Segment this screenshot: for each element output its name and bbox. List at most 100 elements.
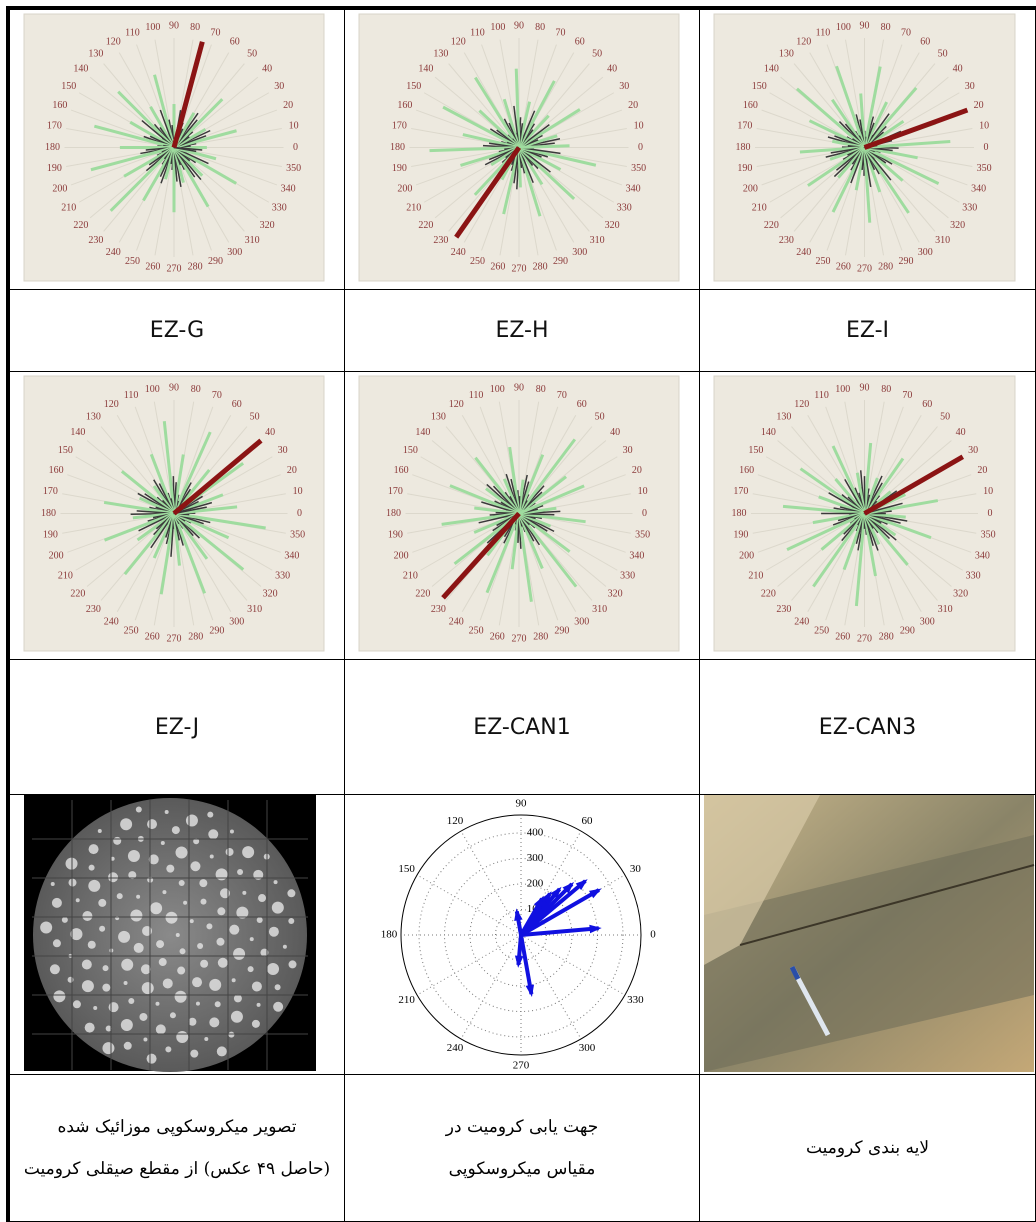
angle-label: 60 bbox=[577, 399, 587, 410]
table-cell bbox=[700, 795, 1036, 1075]
green-ray bbox=[173, 512, 266, 530]
angle-label: 170 bbox=[392, 121, 407, 132]
angle-label: 300 bbox=[229, 616, 244, 627]
angle-label: 250 bbox=[814, 626, 829, 637]
arrow-head bbox=[541, 891, 552, 904]
grain bbox=[185, 814, 198, 827]
orientation-arrow bbox=[520, 888, 600, 937]
panel-label: EZ-CAN3 bbox=[818, 714, 917, 740]
grain bbox=[230, 1010, 243, 1023]
angle-label: 140 bbox=[418, 64, 433, 75]
angle-label: 340 bbox=[975, 551, 990, 562]
grain bbox=[215, 868, 228, 881]
angle-label: 120 bbox=[104, 399, 119, 410]
angle-label: 210 bbox=[406, 203, 421, 214]
grain bbox=[133, 942, 144, 953]
angle-label: 280 bbox=[533, 631, 548, 642]
grain bbox=[216, 907, 225, 916]
angle-label: 280 bbox=[879, 631, 894, 642]
grain bbox=[117, 930, 130, 943]
angle-label: 240 bbox=[106, 247, 121, 258]
radial-guide bbox=[499, 39, 520, 148]
angle-label: 350 bbox=[977, 163, 992, 174]
radial-guide bbox=[75, 513, 175, 571]
grain bbox=[165, 864, 174, 873]
caption-line: لایه بندی کرومیت bbox=[805, 1137, 930, 1158]
green-ray bbox=[518, 512, 571, 553]
green-ray bbox=[863, 512, 909, 566]
grain bbox=[101, 1042, 114, 1055]
angle-label: 280 bbox=[188, 631, 203, 642]
angle-label: 10 bbox=[289, 121, 299, 132]
angle-label: 110 bbox=[124, 390, 139, 401]
angle-label: 300 bbox=[572, 247, 587, 258]
angle-label: 80 bbox=[190, 22, 200, 33]
grain bbox=[165, 911, 178, 924]
caption-line: جهت یابی کرومیت در bbox=[445, 1116, 599, 1137]
green-ray bbox=[864, 499, 939, 515]
grain bbox=[175, 1031, 188, 1044]
green-ray bbox=[854, 513, 866, 607]
angle-label: 350 bbox=[631, 163, 646, 174]
grain bbox=[88, 844, 99, 855]
green-ray bbox=[859, 93, 866, 148]
green-ray bbox=[172, 512, 209, 560]
angle-label: 250 bbox=[815, 256, 830, 267]
angle-label: 180 bbox=[732, 508, 747, 519]
angle-label: 210 bbox=[61, 203, 76, 214]
grain bbox=[72, 1000, 81, 1009]
grain bbox=[68, 878, 77, 887]
grain bbox=[98, 925, 105, 932]
angle-label: 300 bbox=[227, 247, 242, 258]
angle-label: 110 bbox=[814, 390, 829, 401]
grain bbox=[51, 897, 62, 908]
arrow-head bbox=[589, 924, 602, 934]
green-ray bbox=[123, 146, 175, 178]
angle-label: 90 bbox=[860, 382, 870, 393]
angle-label: 50 bbox=[938, 49, 948, 60]
angle-label: 260 bbox=[145, 631, 160, 642]
angle-label: 320 bbox=[263, 588, 278, 599]
angle-label: 300 bbox=[574, 616, 589, 627]
green-ray bbox=[517, 80, 556, 149]
angle-label: 330 bbox=[275, 571, 290, 582]
orientation-arrow bbox=[519, 934, 534, 995]
angle-label: 320 bbox=[260, 220, 275, 231]
angle-label: 140 bbox=[415, 427, 430, 438]
angle-label: 130 bbox=[776, 412, 791, 423]
arrow-head bbox=[550, 886, 562, 899]
green-ray bbox=[172, 146, 210, 208]
grain bbox=[142, 1037, 147, 1042]
green-ray bbox=[517, 512, 544, 570]
grain bbox=[252, 869, 263, 880]
radial-guide bbox=[807, 513, 865, 613]
dominant-direction bbox=[863, 107, 969, 150]
angle-label: 350 bbox=[290, 530, 305, 541]
angle-label: 140 bbox=[764, 64, 779, 75]
angle-label: 220 bbox=[415, 588, 430, 599]
grain bbox=[119, 818, 132, 831]
angle-label: 250 bbox=[124, 626, 139, 637]
angle-label: 240 bbox=[794, 616, 809, 627]
angle-label: 40 bbox=[610, 427, 620, 438]
grain bbox=[149, 902, 162, 915]
rock-crack bbox=[739, 864, 1035, 946]
angle-label: 160 bbox=[52, 100, 67, 111]
panel-label: EZ-G bbox=[149, 318, 205, 343]
grain bbox=[233, 994, 242, 1003]
angle-label: 60 bbox=[575, 37, 585, 48]
green-ray bbox=[514, 68, 521, 148]
table-cell: 0 10 20 30 40 50 60 70 80 90 100 110 120 130 140 150 160… bbox=[6, 372, 345, 660]
angle-label: 160 bbox=[394, 465, 409, 476]
green-ray bbox=[173, 512, 230, 540]
grain bbox=[162, 978, 173, 989]
grain bbox=[97, 898, 106, 907]
pen-cap bbox=[789, 965, 801, 981]
grain bbox=[127, 871, 136, 880]
angle-label: 250 bbox=[470, 256, 485, 267]
angle-label: 270 bbox=[857, 633, 872, 644]
grain bbox=[175, 933, 180, 937]
caption-line: (حاصل ۴۹ عکس) از مقطع صیقلی کرومیت bbox=[23, 1159, 331, 1179]
table-cell: EZ-CAN1 bbox=[345, 660, 700, 795]
